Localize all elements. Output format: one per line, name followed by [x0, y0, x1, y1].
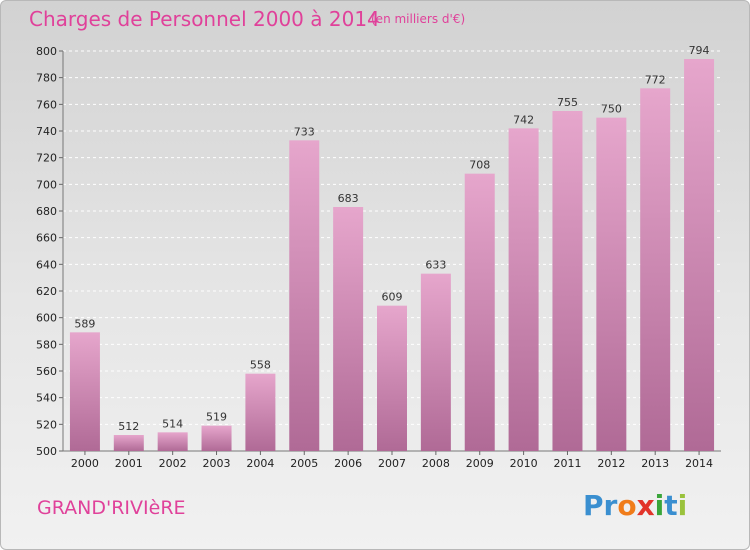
chart-title: Charges de Personnel 2000 à 2014	[29, 7, 380, 31]
y-tick-label: 580	[36, 338, 57, 351]
bar-value-label: 683	[338, 192, 359, 205]
bar-value-label: 514	[162, 417, 183, 430]
y-tick-label: 620	[36, 285, 57, 298]
logo-letter: P	[583, 489, 604, 522]
y-tick-label: 720	[36, 152, 57, 165]
y-tick-label: 700	[36, 178, 57, 191]
bar	[464, 173, 495, 451]
bar-value-label: 750	[601, 103, 622, 116]
x-tick-label: 2013	[641, 457, 669, 470]
y-tick-label: 760	[36, 98, 57, 111]
x-tick-label: 2008	[422, 457, 450, 470]
x-tick-label: 2006	[334, 457, 362, 470]
x-tick-label: 2000	[71, 457, 99, 470]
y-tick-label: 600	[36, 312, 57, 325]
bar-value-label: 742	[513, 113, 534, 126]
x-tick-label: 2011	[553, 457, 581, 470]
bar-value-label: 633	[425, 259, 446, 272]
commune-name: GRAND'RIVIèRE	[37, 497, 186, 519]
bar-value-label: 733	[294, 125, 315, 138]
y-tick-label: 560	[36, 365, 57, 378]
bar	[640, 88, 671, 451]
y-tick-label: 800	[36, 45, 57, 58]
x-tick-label: 2010	[510, 457, 538, 470]
chart-unit: (en milliers d'€)	[371, 12, 466, 26]
x-tick-label: 2001	[115, 457, 143, 470]
bar-value-label: 512	[118, 420, 139, 433]
x-tick-label: 2014	[685, 457, 713, 470]
y-tick-label: 740	[36, 125, 57, 138]
x-tick-label: 2002	[159, 457, 187, 470]
x-tick-label: 2003	[203, 457, 231, 470]
x-tick-label: 2007	[378, 457, 406, 470]
bar	[596, 117, 627, 452]
x-tick-label: 2005	[290, 457, 318, 470]
bar-value-label: 589	[74, 317, 95, 330]
y-tick-label: 780	[36, 72, 57, 85]
y-tick-label: 640	[36, 258, 57, 271]
logo-letter: t	[664, 489, 678, 522]
bar	[113, 435, 144, 451]
x-tick-label: 2012	[597, 457, 625, 470]
bar-value-label: 609	[382, 291, 403, 304]
bar-value-label: 519	[206, 411, 227, 424]
proxiti-logo: Proxiti	[583, 489, 687, 522]
bar	[289, 140, 320, 452]
bar	[552, 111, 583, 451]
bar	[420, 273, 451, 451]
logo-letter: i	[654, 489, 665, 522]
y-tick-label: 520	[36, 418, 57, 431]
y-tick-label: 660	[36, 232, 57, 245]
bar	[157, 432, 188, 451]
bar	[245, 373, 276, 451]
bar-value-label: 755	[557, 96, 578, 109]
bar-value-label: 794	[689, 44, 710, 57]
logo-letter: i	[677, 489, 688, 522]
bar	[377, 305, 407, 451]
bar-value-label: 772	[645, 73, 666, 86]
bar	[508, 128, 539, 451]
logo-letter: o	[617, 489, 637, 522]
bar	[333, 207, 364, 451]
logo-letter: r	[603, 489, 618, 522]
bar	[201, 425, 232, 451]
y-tick-label: 500	[36, 445, 57, 458]
bar-value-label: 708	[469, 159, 490, 172]
y-tick-label: 680	[36, 205, 57, 218]
x-tick-label: 2004	[246, 457, 274, 470]
bar-value-label: 558	[250, 359, 271, 372]
logo-letter: x	[636, 489, 655, 522]
x-tick-label: 2009	[466, 457, 494, 470]
bar	[69, 332, 100, 451]
bar	[684, 59, 715, 451]
y-tick-label: 540	[36, 392, 57, 405]
